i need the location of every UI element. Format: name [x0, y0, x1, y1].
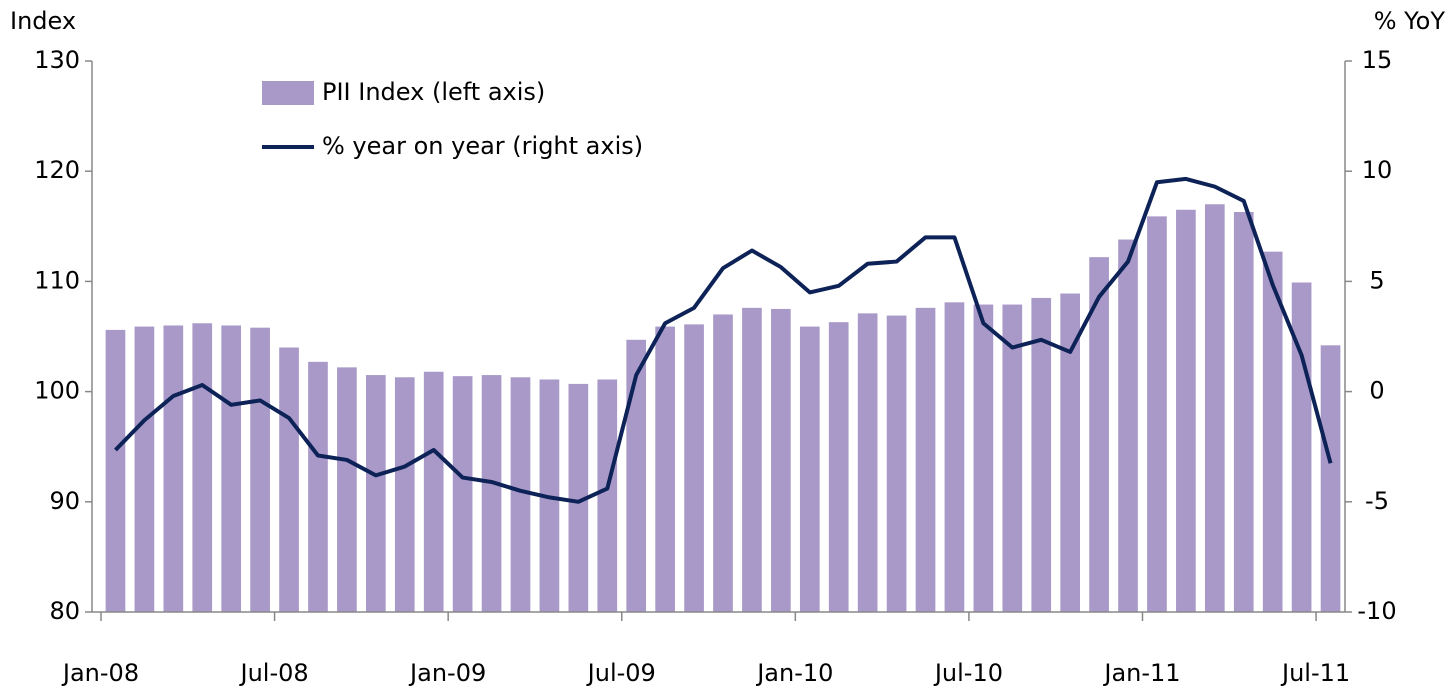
y-tick-label: 80	[49, 597, 80, 625]
y-tick-label: 110	[34, 266, 80, 294]
bar	[597, 379, 618, 612]
bar	[221, 325, 242, 612]
bar	[713, 314, 733, 612]
bar	[684, 324, 704, 612]
bar	[134, 326, 155, 612]
bar	[366, 375, 386, 612]
bar	[655, 326, 675, 612]
y2-tick-label: -5	[1365, 487, 1389, 515]
y-tick-label: 100	[34, 377, 80, 405]
bar	[1291, 282, 1312, 612]
bar	[1147, 216, 1167, 612]
bar	[1320, 345, 1341, 612]
y2-tick-label: 0	[1369, 377, 1384, 405]
x-tick-label: Jan-09	[408, 659, 486, 687]
bar	[626, 339, 647, 612]
x-tick-label: Jan-08	[61, 659, 139, 687]
bar	[886, 315, 907, 612]
y2-axis-label: % YoY	[1374, 7, 1446, 35]
bar	[250, 327, 270, 612]
bar	[337, 367, 357, 612]
bar	[510, 377, 531, 612]
bar	[771, 308, 791, 612]
x-tick-label: Jul-11	[1280, 659, 1350, 687]
bar	[163, 325, 184, 612]
bar	[828, 322, 849, 612]
y-tick-label: 90	[49, 487, 80, 515]
bar	[1031, 297, 1052, 612]
bar	[973, 304, 994, 612]
bar	[799, 326, 820, 612]
bar	[1262, 251, 1283, 612]
x-tick-label: Jul-08	[239, 659, 309, 687]
y2-tick-label: 10	[1362, 156, 1393, 184]
x-tick-label: Jan-10	[755, 659, 833, 687]
bar	[742, 307, 762, 612]
bar	[1089, 257, 1109, 612]
bar	[481, 375, 502, 612]
y2-tick-label: 15	[1362, 46, 1393, 74]
legend-label: % year on year (right axis)	[322, 132, 643, 160]
bar	[568, 383, 589, 612]
bar	[944, 302, 965, 612]
y2-tick-label: 5	[1369, 266, 1384, 294]
bar	[915, 307, 936, 612]
bar	[279, 347, 299, 612]
x-tick-label: Jan-11	[1102, 659, 1180, 687]
legend-label: PII Index (left axis)	[322, 78, 545, 106]
legend-swatch	[262, 81, 314, 105]
line	[114, 176, 1333, 504]
bar	[1204, 204, 1225, 612]
bar	[308, 361, 328, 612]
y-tick-label: 120	[34, 156, 80, 184]
bar	[1060, 293, 1080, 612]
bar	[192, 323, 213, 612]
bar	[1002, 304, 1023, 612]
bar	[105, 329, 126, 612]
bar	[394, 377, 415, 612]
bar	[1118, 239, 1138, 613]
y-tick-label: 130	[34, 46, 80, 74]
bar	[857, 313, 878, 612]
y2-tick-label: -10	[1357, 597, 1396, 625]
x-tick-label: Jul-10	[933, 659, 1003, 687]
bar	[423, 371, 444, 612]
y-axis-label: Index	[10, 7, 76, 35]
x-tick-label: Jul-09	[586, 659, 656, 687]
bar	[1176, 209, 1196, 612]
bar	[452, 376, 473, 612]
bar	[1233, 211, 1254, 612]
